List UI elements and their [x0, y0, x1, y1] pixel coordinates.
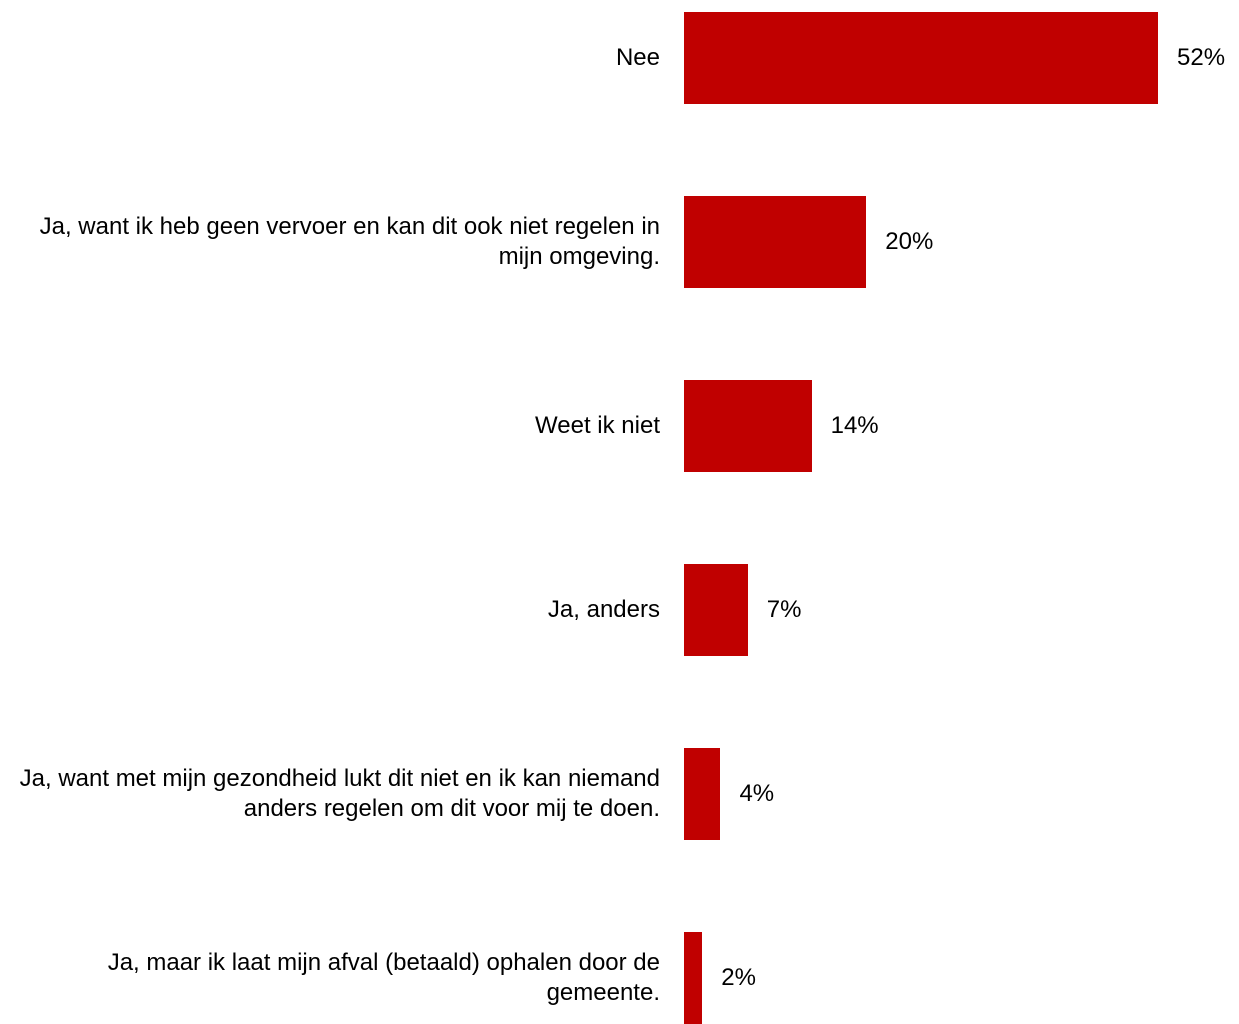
- category-label: Weet ik niet: [535, 412, 660, 439]
- bar: [684, 12, 1158, 104]
- category-label: Ja, maar ik laat mijn afval (betaald) op…: [107, 949, 660, 1006]
- value-label: 20%: [885, 228, 934, 255]
- bar: [684, 380, 812, 472]
- value-label: 2%: [721, 964, 756, 991]
- value-label: 7%: [766, 596, 802, 623]
- bar: [684, 196, 867, 288]
- category-label: Ja, want ik heb geen vervoer en kan dit …: [39, 213, 660, 270]
- bar: [684, 748, 721, 840]
- bar: [684, 932, 703, 1024]
- value-label: 4%: [739, 780, 775, 807]
- value-label: 14%: [830, 412, 879, 439]
- category-label: Nee: [615, 44, 660, 71]
- bar: [684, 564, 748, 656]
- category-label: Ja, anders: [547, 596, 660, 623]
- category-label: Ja, want met mijn gezondheid lukt dit ni…: [19, 765, 660, 822]
- value-label: 52%: [1177, 44, 1226, 71]
